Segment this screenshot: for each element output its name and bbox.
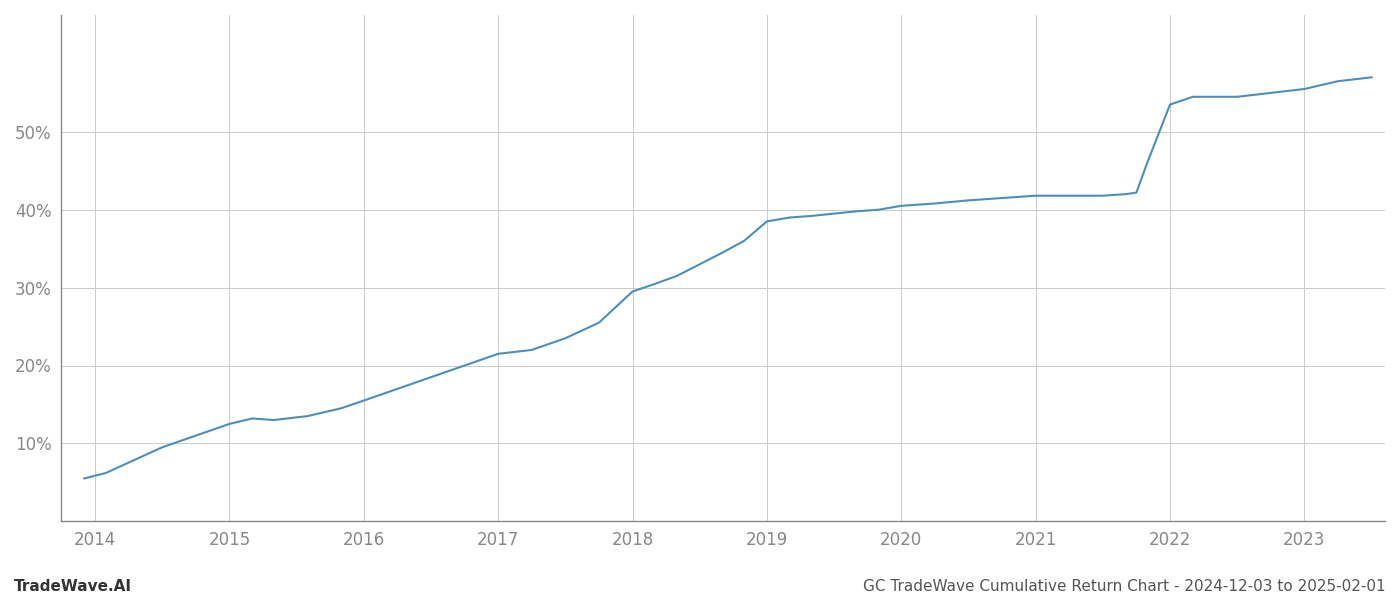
Text: TradeWave.AI: TradeWave.AI bbox=[14, 579, 132, 594]
Text: GC TradeWave Cumulative Return Chart - 2024-12-03 to 2025-02-01: GC TradeWave Cumulative Return Chart - 2… bbox=[864, 579, 1386, 594]
